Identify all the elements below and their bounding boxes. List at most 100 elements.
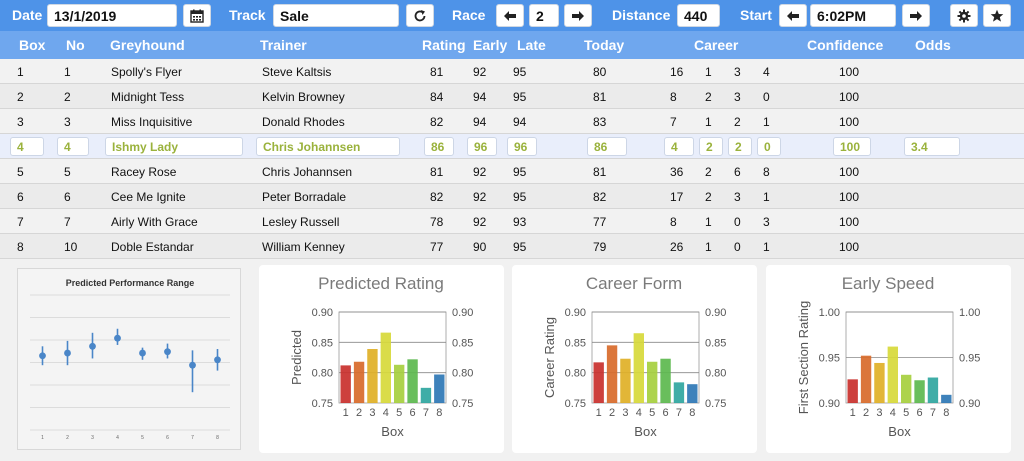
col-no[interactable]: No — [66, 37, 85, 53]
cell-c3: 3 — [734, 90, 741, 104]
point-box-4 — [114, 334, 121, 342]
y-tick-label-right: 0.85 — [452, 337, 473, 349]
x-tick-label: 7 — [676, 407, 682, 419]
x-tick-label: 7 — [191, 435, 194, 441]
cell-c1[interactable]: 4 — [664, 137, 694, 156]
cell-greyhound: Miss Inquisitive — [111, 115, 193, 129]
x-tick-label: 5 — [649, 407, 655, 419]
x-axis-label: Box — [634, 424, 657, 439]
cell-trainer: William Kenney — [262, 240, 345, 254]
x-tick-label: 6 — [410, 407, 416, 419]
cell-c3: 0 — [734, 240, 741, 254]
cell-rating[interactable]: 86 — [424, 137, 454, 156]
cell-today: 81 — [593, 165, 607, 179]
table-row[interactable]: 4 4 Ishmy Lady Chris Johannsen 86 96 96 86 4 2 2 0 1… — [0, 134, 1024, 159]
start-prev-button[interactable] — [779, 4, 807, 27]
cell-greyhound: Midnight Tess — [111, 90, 185, 104]
cell-today: 79 — [593, 240, 607, 254]
cell-c3: 2 — [734, 115, 741, 129]
performance-range-chart: Predicted Performance Range 1 2 3 4 5 6 7 8 — [17, 268, 241, 450]
track-input[interactable]: Sale — [273, 4, 399, 27]
cell-confidence: 100 — [839, 215, 860, 229]
date-input[interactable]: 13/1/2019 — [47, 4, 177, 27]
bar-box-8 — [434, 374, 445, 403]
race-label: Race — [452, 7, 486, 23]
col-today[interactable]: Today — [584, 37, 625, 53]
col-career[interactable]: Career — [694, 37, 739, 53]
arrow-right-icon — [572, 10, 584, 21]
bar-box-1 — [593, 362, 604, 403]
col-odds[interactable]: Odds — [915, 37, 951, 53]
favorite-button[interactable] — [983, 4, 1011, 27]
x-tick-label: 3 — [876, 407, 882, 419]
point-box-3 — [89, 342, 96, 350]
calendar-button[interactable] — [183, 4, 211, 27]
start-next-button[interactable] — [902, 4, 930, 27]
cell-greyhound[interactable]: Ishmy Lady — [105, 137, 243, 156]
cell-c2[interactable]: 2 — [699, 137, 723, 156]
cell-box: 7 — [17, 215, 24, 229]
col-greyhound[interactable]: Greyhound — [110, 37, 185, 53]
point-box-5 — [139, 349, 146, 357]
x-tick-label: 1 — [343, 407, 349, 419]
cell-trainer[interactable]: Chris Johannsen — [256, 137, 400, 156]
cell-trainer: Chris Johannsen — [262, 165, 353, 179]
table-row[interactable]: 6 6 Cee Me Ignite Peter Borradale 82 92 95 82 17… — [0, 184, 1024, 209]
arrow-left-icon — [504, 10, 516, 21]
cell-today: 81 — [593, 90, 607, 104]
table-row[interactable]: 8 10 Doble Estandar William Kenney 77 90 95 79 2… — [0, 234, 1024, 259]
cell-early[interactable]: 96 — [467, 137, 497, 156]
cell-confidence[interactable]: 100 — [833, 137, 871, 156]
y-tick-label-right: 0.80 — [452, 368, 473, 380]
cell-rating: 81 — [430, 165, 444, 179]
cell-today[interactable]: 86 — [587, 137, 627, 156]
race-input[interactable]: 2 — [529, 4, 559, 27]
refresh-button[interactable] — [406, 4, 434, 27]
top-toolbar: Date 13/1/2019 Track Sale Race 2 Distanc… — [0, 0, 1024, 31]
cell-c4[interactable]: 0 — [757, 137, 781, 156]
table-row[interactable]: 2 2 Midnight Tess Kelvin Browney 84 94 95 81 8 2 3… — [0, 84, 1024, 109]
start-input[interactable]: 6:02PM — [810, 4, 896, 27]
col-trainer[interactable]: Trainer — [260, 37, 307, 53]
x-tick-label: 2 — [609, 407, 615, 419]
table-row[interactable]: 1 1 Spolly's Flyer Steve Kaltsis 81 92 95 80 16 1… — [0, 59, 1024, 84]
chart-title: Career Form — [586, 274, 682, 293]
x-tick-label: 8 — [216, 435, 219, 441]
cell-late[interactable]: 96 — [507, 137, 537, 156]
race-prev-button[interactable] — [496, 4, 524, 27]
table-row[interactable]: 7 7 Airly With Grace Lesley Russell 78 92 93 77… — [0, 209, 1024, 234]
x-tick-label: 4 — [890, 407, 896, 419]
table-row[interactable]: 3 3 Miss Inquisitive Donald Rhodes 82 94 94 83 7… — [0, 109, 1024, 134]
distance-input[interactable]: 440 — [677, 4, 720, 27]
x-tick-label: 5 — [396, 407, 402, 419]
cell-confidence: 100 — [839, 65, 860, 79]
x-tick-label: 6 — [166, 435, 169, 441]
cell-late: 95 — [513, 165, 527, 179]
cell-greyhound: Cee Me Ignite — [111, 190, 186, 204]
col-rating[interactable]: Rating — [422, 37, 466, 53]
point-box-1 — [39, 352, 46, 360]
cell-trainer: Donald Rhodes — [262, 115, 345, 129]
cell-odds[interactable]: 3.4 — [904, 137, 960, 156]
y-tick-label-left: 0.90 — [312, 307, 333, 319]
col-late[interactable]: Late — [517, 37, 546, 53]
cell-today: 77 — [593, 215, 607, 229]
cell-c3: 3 — [734, 190, 741, 204]
y-tick-label-left: 0.80 — [565, 368, 586, 380]
date-label: Date — [12, 7, 43, 23]
cell-c1: 8 — [670, 90, 677, 104]
cell-c2: 1 — [705, 215, 712, 229]
cell-late: 94 — [513, 115, 527, 129]
cell-box[interactable]: 4 — [10, 137, 44, 156]
cell-c3[interactable]: 2 — [728, 137, 752, 156]
col-box[interactable]: Box — [19, 37, 46, 53]
table-row[interactable]: 5 5 Racey Rose Chris Johannsen 81 92 95 81 36 2 6 8… — [0, 159, 1024, 184]
x-tick-label: 8 — [689, 407, 695, 419]
bar-box-5 — [901, 374, 912, 403]
cell-no[interactable]: 4 — [57, 137, 89, 156]
col-early[interactable]: Early — [473, 37, 508, 53]
race-next-button[interactable] — [564, 4, 592, 27]
settings-button[interactable] — [950, 4, 978, 27]
cell-c2: 1 — [705, 115, 712, 129]
col-confidence[interactable]: Confidence — [807, 37, 884, 53]
